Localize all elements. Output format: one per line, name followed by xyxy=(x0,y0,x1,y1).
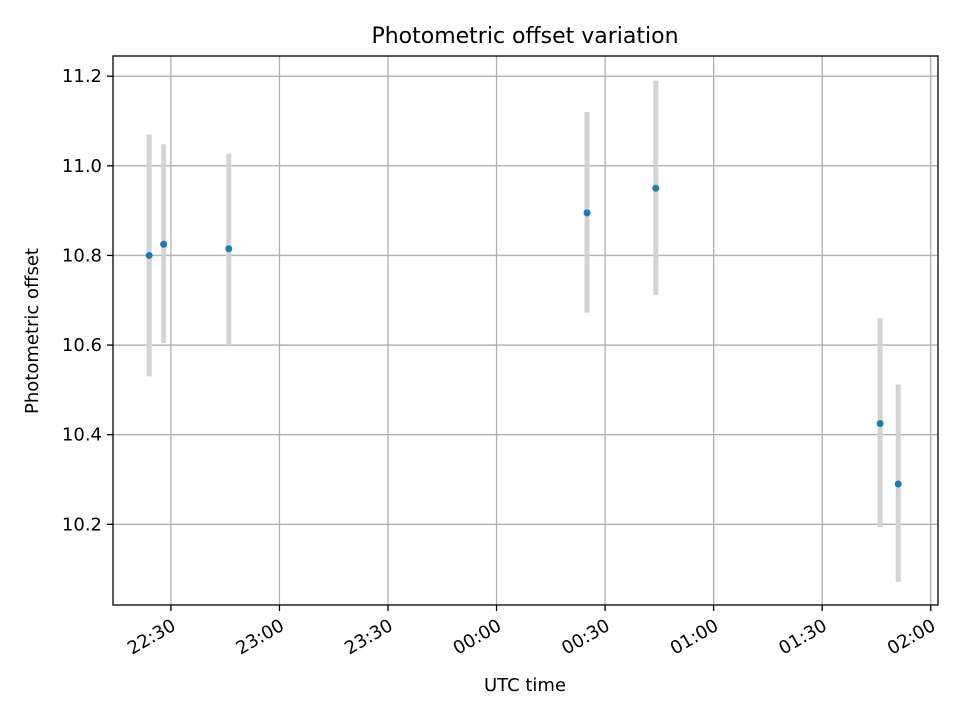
data-point xyxy=(652,184,660,192)
data-point xyxy=(160,240,168,248)
data-points xyxy=(145,184,902,488)
y-tick-label: 11.0 xyxy=(62,156,102,177)
data-point xyxy=(145,251,153,259)
grid xyxy=(113,56,938,605)
x-axis-title: UTC time xyxy=(484,675,566,696)
y-axis-title: Photometric offset xyxy=(22,248,43,414)
data-point xyxy=(583,209,591,217)
data-point xyxy=(894,480,902,488)
plot-frame xyxy=(112,55,939,606)
data-point xyxy=(876,419,884,427)
y-tick-label: 11.2 xyxy=(62,66,102,87)
y-tick-label: 10.6 xyxy=(62,335,102,356)
data-point xyxy=(225,245,233,253)
y-tick-label: 10.4 xyxy=(62,425,102,446)
y-tick-label: 10.2 xyxy=(62,514,102,535)
y-axis-ticks: 10.2 10.4 10.6 10.8 11.0 11.2 xyxy=(62,66,113,535)
chart-title: Photometric offset variation xyxy=(371,24,678,49)
y-tick-label: 10.8 xyxy=(62,245,102,266)
